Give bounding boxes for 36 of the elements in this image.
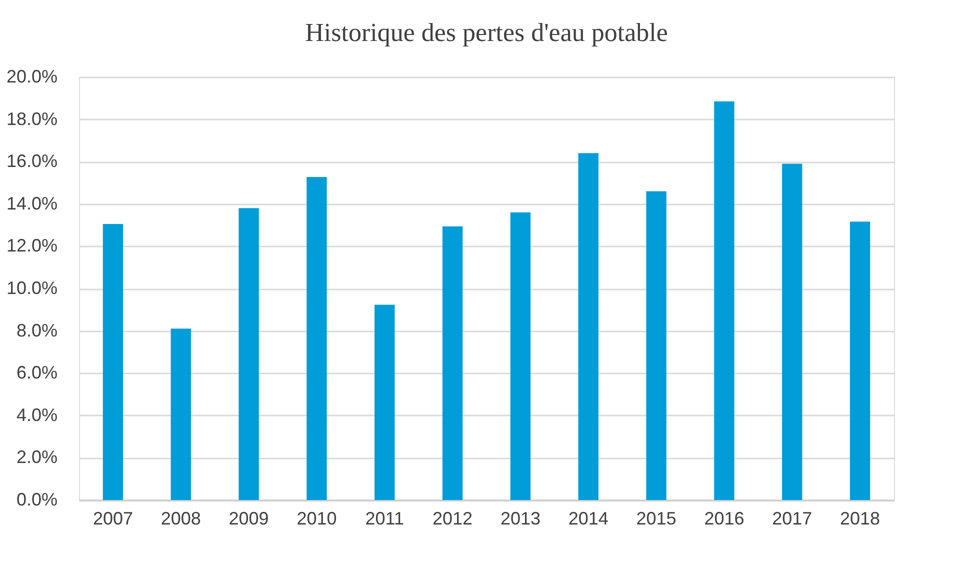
y-tick-label: 18.0% xyxy=(6,108,58,129)
bar xyxy=(170,328,191,500)
bar xyxy=(238,208,259,500)
y-tick-label: 6.0% xyxy=(16,362,58,383)
y-tick-label: 12.0% xyxy=(6,236,58,256)
x-tick-label: 2010 xyxy=(296,508,337,528)
bar xyxy=(782,164,802,500)
x-tick-label: 2016 xyxy=(704,508,744,528)
x-tick-label: 2017 xyxy=(772,508,812,528)
x-tick-label: 2011 xyxy=(365,508,404,528)
bar xyxy=(714,101,734,500)
y-tick-label: 20.0% xyxy=(6,66,58,86)
x-tick-label: 2013 xyxy=(500,508,540,528)
bar xyxy=(646,191,666,500)
y-tick-label: 10.0% xyxy=(6,278,58,298)
bar xyxy=(102,224,124,500)
x-tick-label: 2014 xyxy=(568,508,608,528)
x-tick-label: 2007 xyxy=(92,508,133,528)
chart-title: Historique des pertes d'eau potable xyxy=(305,18,668,47)
bar xyxy=(306,177,327,500)
x-tick-label: 2012 xyxy=(432,508,473,528)
bar xyxy=(374,304,395,500)
y-tick-label: 14.0% xyxy=(6,193,58,214)
bar xyxy=(578,153,598,500)
x-tick-label: 2015 xyxy=(636,508,676,528)
y-tick-label: 4.0% xyxy=(16,404,58,425)
x-tick-label: 2018 xyxy=(840,508,880,528)
bar xyxy=(442,226,463,500)
x-tick-label: 2009 xyxy=(228,508,269,528)
bar xyxy=(510,212,531,500)
y-tick-label: 8.0% xyxy=(16,320,58,340)
x-tick-label: 2008 xyxy=(160,508,201,528)
y-tick-label: 0.0% xyxy=(16,490,58,510)
y-tick-label: 2.0% xyxy=(16,447,58,468)
y-tick-label: 16.0% xyxy=(6,151,58,172)
bar xyxy=(850,222,870,500)
